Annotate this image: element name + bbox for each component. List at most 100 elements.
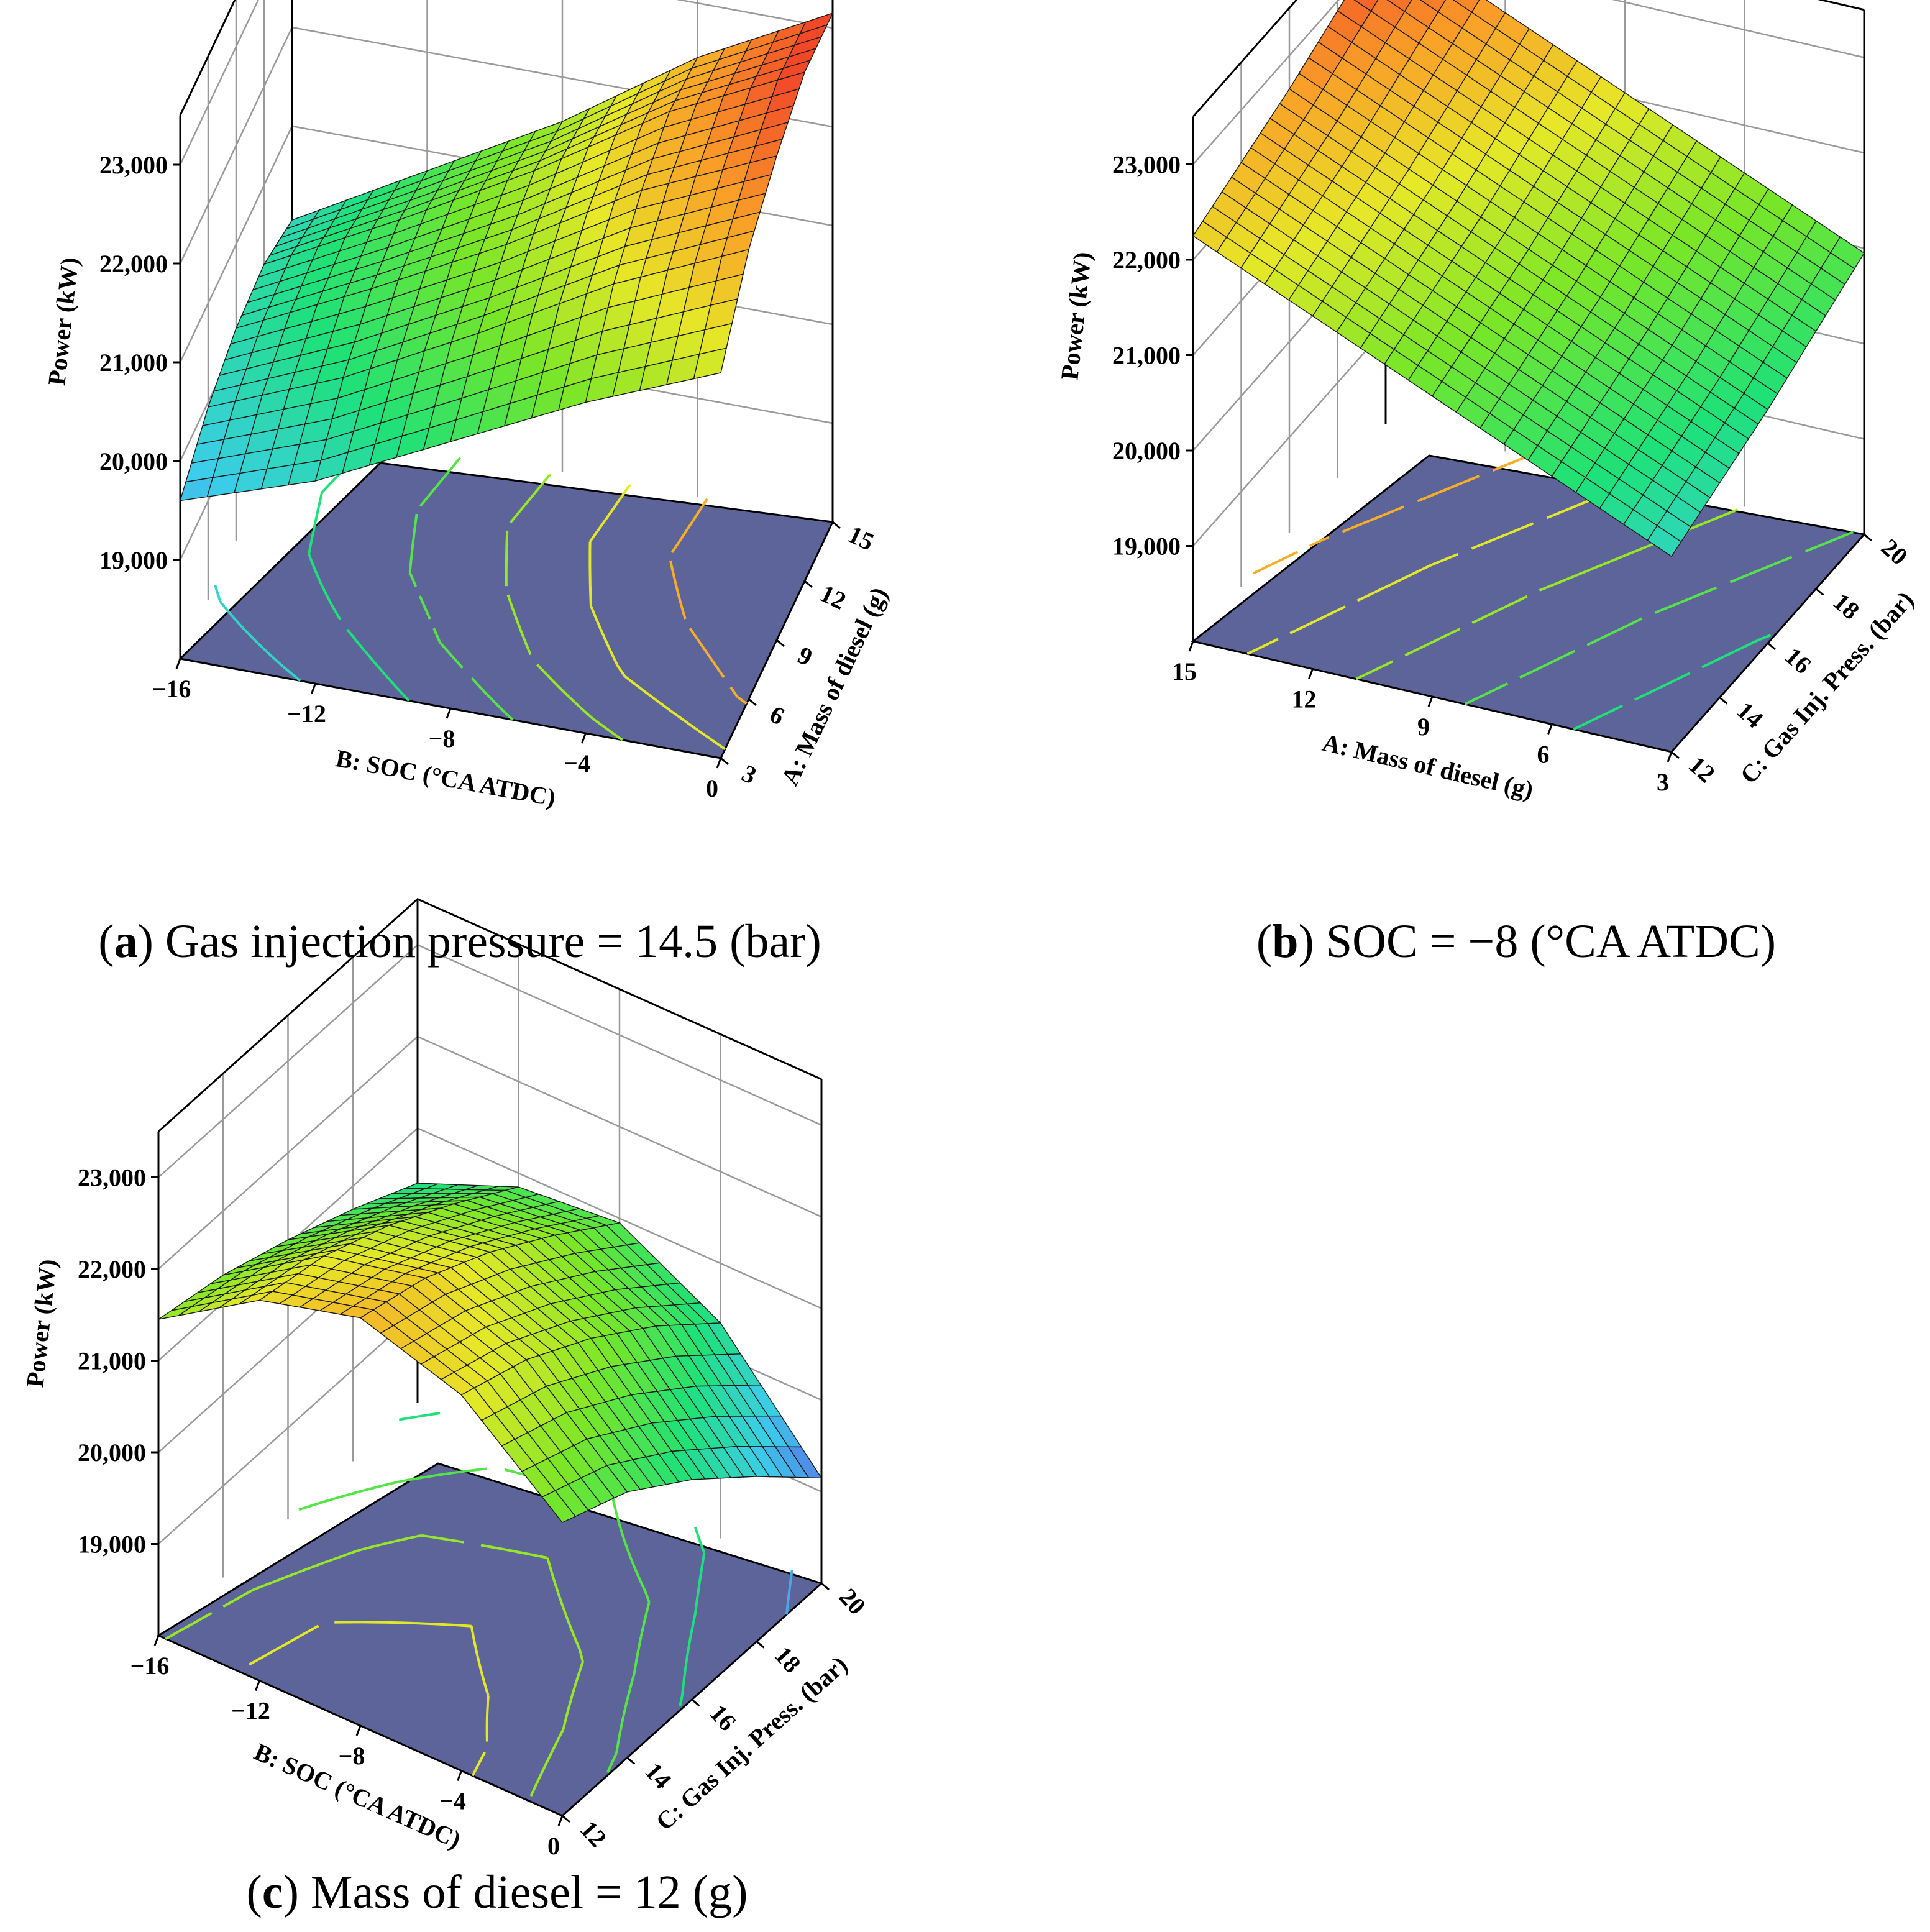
y-tick-label: 20: [834, 1583, 871, 1620]
y-tick-mark: [821, 1582, 830, 1591]
x-tick-mark: [446, 708, 452, 719]
z-tick-label: 21,000: [78, 1347, 146, 1375]
y-tick-mark: [1815, 588, 1824, 596]
wall-gridline: [158, 944, 822, 1178]
x-tick-mark: [1308, 668, 1314, 680]
wall-gridline: [1192, 0, 1865, 165]
x-tick-label: −16: [152, 675, 191, 703]
y-tick-label: 20: [1876, 533, 1913, 570]
contour-line: [785, 1570, 793, 1615]
z-tick-label: 22,000: [1112, 246, 1181, 274]
contour-line: [165, 1534, 584, 1797]
z-tick-label: 20,000: [99, 447, 168, 475]
x-tick-mark: [457, 1770, 462, 1782]
wall-top-edge: [179, 0, 236, 116]
contour-line: [669, 498, 748, 705]
y-tick-label: 12: [816, 579, 850, 615]
x-tick-mark: [175, 658, 181, 669]
x-tick-label: 9: [1417, 713, 1430, 741]
x-tick-label: 0: [547, 1832, 560, 1860]
contour-line: [214, 584, 301, 682]
y-tick-label: 16: [1780, 642, 1817, 679]
x-tick-label: −16: [130, 1652, 170, 1680]
surface-cell: [1647, 524, 1682, 557]
y-tick-label: 16: [704, 1699, 741, 1736]
surface-cell: [693, 347, 727, 380]
y-tick-label: 12: [1683, 751, 1721, 788]
contour-line: [1573, 634, 1772, 731]
contour-line: [588, 483, 726, 751]
z-axis: 19,000 20,000 21,000 22,000 23,000 Power (kW): [42, 115, 181, 659]
y-tick-mark: [1864, 533, 1872, 542]
wall-top-edge: [1192, 0, 1865, 117]
x-tick-label: −12: [231, 1697, 270, 1725]
x-tick-label: −12: [287, 700, 326, 728]
y-tick-mark: [720, 757, 729, 766]
x-tick-mark: [255, 1680, 260, 1692]
panel-b-power-vs-mass-gas-pressure: 19,000 20,000 21,000 22,000 23,000 Power (kW)…: [1055, 0, 1919, 804]
y-tick-label: 14: [1732, 696, 1769, 733]
contour-line: [1253, 455, 1528, 575]
y-tick-mark: [626, 1757, 636, 1765]
z-tick-label: 23,000: [78, 1164, 146, 1192]
x-tick-mark: [557, 1815, 564, 1826]
x-tick-label: −8: [339, 1742, 365, 1770]
y-tick-mark: [756, 1641, 765, 1649]
y-tick-label: 3: [738, 759, 761, 789]
z-tick-label: 22,000: [99, 250, 168, 278]
x-tick-label: 12: [1292, 685, 1317, 713]
z-tick-label: 21,000: [1112, 342, 1181, 370]
z-axis-title: Power (kW): [21, 1258, 62, 1389]
y-tick-mark: [1767, 642, 1776, 651]
contour-line: [1464, 531, 1854, 705]
z-axis: 19,000 20,000 21,000 22,000 23,000 Power (kW): [1055, 116, 1194, 641]
x-tick-mark: [311, 683, 316, 694]
caption-b: (b) SOC = −8 (°CA ATDC): [1256, 915, 1776, 968]
y-tick-mark: [691, 1698, 700, 1707]
floor: [1191, 454, 1866, 753]
y-tick-mark: [748, 698, 757, 707]
z-tick-label: 21,000: [99, 349, 168, 377]
y-tick-label: 18: [769, 1641, 807, 1678]
z-tick-label: 20,000: [78, 1439, 146, 1467]
y-tick-label: 14: [639, 1757, 677, 1795]
y-tick-mark: [1719, 697, 1728, 705]
z-tick-label: 23,000: [1112, 151, 1181, 179]
surface-cell: [541, 1490, 576, 1523]
x-axis-title: B: SOC (°CA ATDC): [334, 744, 558, 812]
z-tick-label: 19,000: [99, 546, 168, 574]
caption-a: (a) Gas injection pressure = 14.5 (bar): [98, 915, 821, 968]
response-surface: [158, 1183, 823, 1523]
y-tick-mark: [776, 639, 785, 648]
x-tick-mark: [1547, 723, 1553, 735]
contour-line: [505, 474, 623, 741]
z-axis: 19,000 20,000 21,000 22,000 23,000 Power (kW): [21, 1131, 160, 1636]
y-axis-title: A: Mass of diesel (g): [775, 583, 893, 790]
caption-c: (c) Mass of diesel = 12 (g): [247, 1866, 748, 1918]
contour-line: [408, 457, 514, 721]
z-tick-label: 20,000: [1112, 437, 1181, 465]
y-tick-label: 15: [844, 520, 878, 556]
y-tick-mark: [1671, 751, 1680, 759]
y-tick-mark: [832, 521, 841, 529]
contour-line: [1355, 508, 1739, 680]
contour-line: [249, 1621, 490, 1777]
panel-c-power-vs-soc-gas-pressure: 19,000 20,000 21,000 22,000 23,000 Power (kW)…: [21, 897, 871, 1860]
z-tick-label: 22,000: [78, 1255, 146, 1283]
x-tick-mark: [153, 1635, 160, 1646]
x-tick-label: 0: [706, 774, 718, 802]
z-axis-title: Power (kW): [42, 256, 83, 387]
panel-a-power-vs-soc-mass: 19,000 20,000 21,000 22,000 23,000 Power (kW)…: [42, 0, 893, 812]
y-tick-mark: [804, 580, 813, 588]
y-tick-label: 9: [793, 641, 816, 671]
z-tick-label: 19,000: [1112, 533, 1181, 561]
y-tick-label: 12: [575, 1815, 612, 1852]
wall-gridline: [179, 0, 833, 165]
x-tick-label: 15: [1172, 657, 1197, 685]
x-tick-mark: [716, 758, 722, 769]
x-tick-mark: [355, 1725, 362, 1736]
contour-line: [1246, 480, 1637, 655]
x-tick-mark: [1667, 751, 1673, 762]
contour-line: [398, 1412, 706, 1706]
